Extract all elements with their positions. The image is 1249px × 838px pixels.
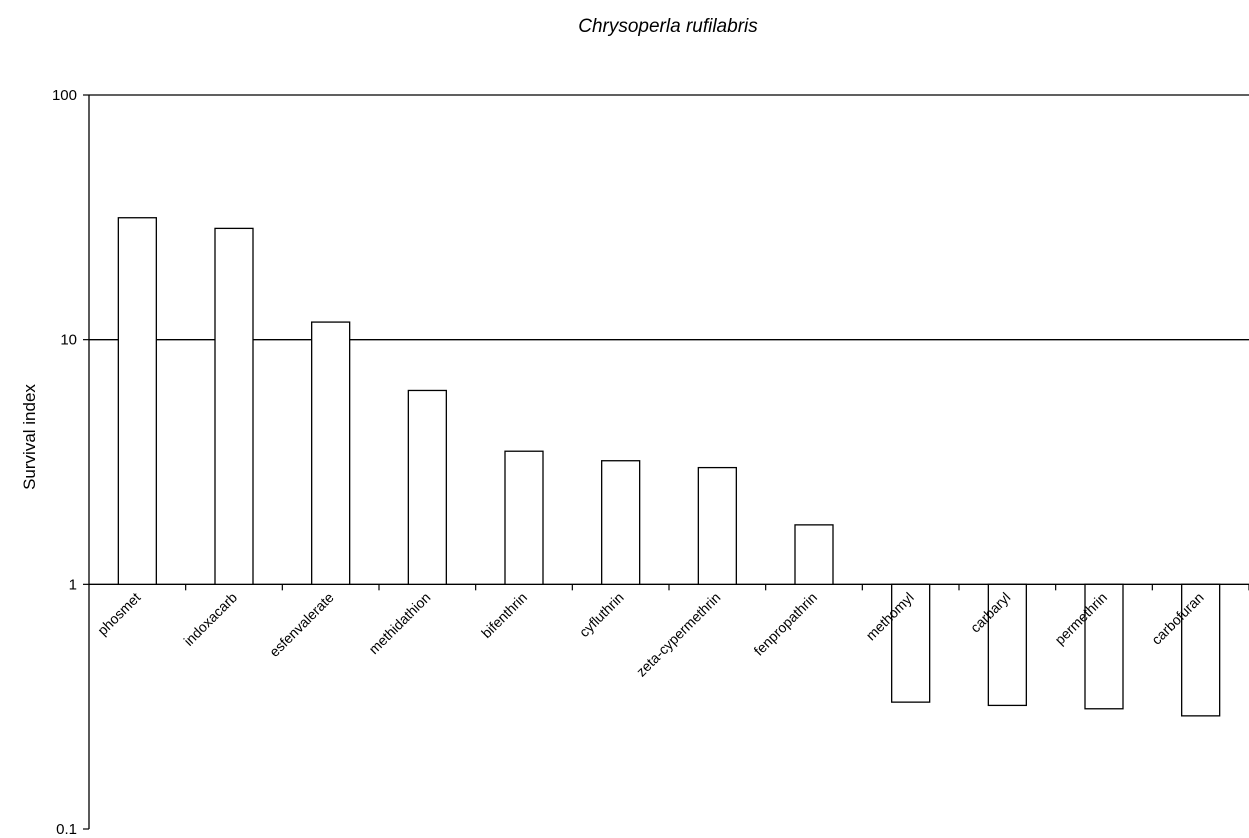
- bar-phosmet: [118, 218, 156, 585]
- category-label: esfenvalerate: [266, 589, 337, 660]
- category-label: phosmet: [94, 589, 143, 638]
- bar-bifenthrin: [505, 451, 543, 584]
- category-label: methidathion: [365, 589, 433, 657]
- gridlines: [89, 95, 1249, 584]
- bar-esfenvalerate: [312, 322, 350, 584]
- category-label: cyfluthrin: [576, 589, 627, 640]
- y-axis-label: Survival index: [20, 384, 39, 490]
- bar-fenpropathrin: [795, 525, 833, 584]
- chart-title: Chrysoperla rufilabris: [578, 16, 758, 37]
- y-tick-label: 0.1: [56, 821, 77, 838]
- y-tick-label: 100: [52, 87, 77, 104]
- y-axis-ticks: 0.1 1 10 100: [52, 87, 89, 838]
- bar-methidathion: [408, 390, 446, 584]
- y-tick-label: 1: [69, 576, 77, 593]
- category-label: zeta-cypermethrin: [633, 589, 724, 680]
- y-tick-label: 10: [60, 332, 77, 349]
- category-labels: phosmet indoxacarb esfenvalerate methidathi…: [94, 589, 1207, 680]
- category-label: bifenthrin: [478, 589, 530, 641]
- bar-zeta-cypermethrin: [698, 468, 736, 585]
- category-label: indoxacarb: [180, 589, 240, 649]
- bar-indoxacarb: [215, 228, 253, 584]
- bar-cyfluthrin: [602, 461, 640, 585]
- category-label: fenpropathrin: [750, 589, 820, 659]
